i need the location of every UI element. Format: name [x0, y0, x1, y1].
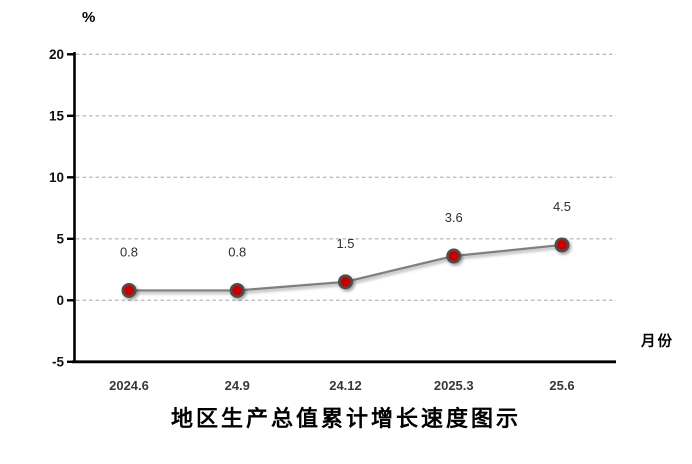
y-tick-label-15: 15	[49, 108, 65, 123]
y-tick-label--5: -5	[52, 354, 64, 369]
data-point-2025.3	[446, 248, 462, 264]
y-tick-label-0: 0	[56, 293, 64, 308]
data-label-2024.6: 0.8	[120, 244, 138, 259]
data-point-25.6	[554, 237, 570, 253]
data-label-24.12: 1.5	[336, 236, 354, 251]
x-axis-label: 月份	[641, 334, 674, 350]
x-tick-label-25.6: 25.6	[549, 378, 574, 393]
chart-title: 地区生产总值累计增长速度图示	[170, 406, 521, 431]
data-point-2024.6	[121, 282, 137, 298]
x-tick-label-2024.6: 2024.6	[109, 378, 149, 393]
y-axis-unit-label: %	[82, 9, 96, 26]
data-point-24.12	[337, 274, 353, 290]
data-point-24.9	[229, 282, 245, 298]
x-tick-label-2025.3: 2025.3	[434, 378, 474, 393]
y-tick-label-10: 10	[49, 170, 64, 185]
data-label-2025.3: 3.6	[445, 210, 463, 225]
y-tick-label-20: 20	[49, 47, 64, 62]
data-label-25.6: 4.5	[553, 199, 571, 214]
data-label-24.9: 0.8	[228, 244, 246, 259]
x-tick-label-24.9: 24.9	[225, 378, 250, 393]
x-tick-label-24.12: 24.12	[329, 378, 362, 393]
y-tick-label-5: 5	[56, 231, 64, 246]
